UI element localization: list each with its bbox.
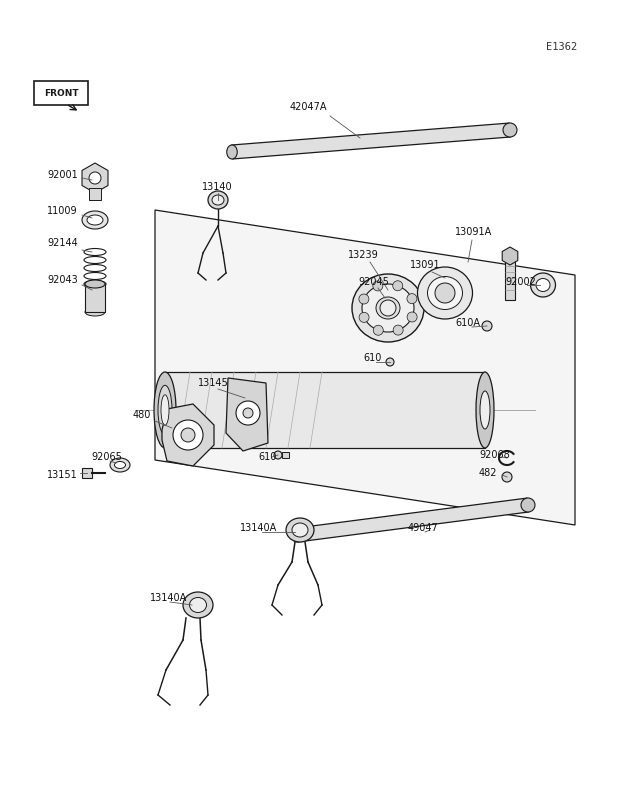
- Text: 610A: 610A: [455, 318, 480, 328]
- Ellipse shape: [154, 372, 176, 448]
- Ellipse shape: [531, 273, 556, 297]
- Circle shape: [274, 451, 282, 459]
- Ellipse shape: [190, 598, 206, 612]
- Text: eReplacementParts.com: eReplacementParts.com: [238, 385, 382, 398]
- Ellipse shape: [503, 123, 517, 137]
- Text: E1362: E1362: [546, 42, 578, 52]
- Polygon shape: [162, 404, 214, 466]
- Text: 610: 610: [363, 353, 381, 363]
- Polygon shape: [155, 210, 575, 525]
- Circle shape: [392, 281, 403, 291]
- Text: 13140: 13140: [202, 182, 232, 192]
- Ellipse shape: [428, 277, 463, 310]
- Ellipse shape: [158, 385, 172, 435]
- Ellipse shape: [286, 518, 314, 542]
- Ellipse shape: [85, 280, 105, 288]
- Polygon shape: [165, 372, 485, 448]
- Text: 480: 480: [133, 410, 151, 420]
- Text: 13140A: 13140A: [240, 523, 277, 533]
- Ellipse shape: [480, 391, 490, 429]
- FancyBboxPatch shape: [34, 81, 88, 105]
- Text: 13151: 13151: [47, 470, 78, 480]
- Ellipse shape: [208, 191, 228, 209]
- Circle shape: [359, 294, 369, 304]
- Circle shape: [373, 325, 383, 335]
- Circle shape: [373, 281, 383, 291]
- Ellipse shape: [362, 284, 414, 332]
- Ellipse shape: [110, 458, 130, 472]
- Text: 13091: 13091: [410, 260, 441, 270]
- Circle shape: [482, 321, 492, 331]
- Ellipse shape: [87, 215, 103, 225]
- Circle shape: [236, 401, 260, 425]
- Text: 49047: 49047: [408, 523, 439, 533]
- Ellipse shape: [521, 498, 535, 512]
- Circle shape: [407, 312, 417, 322]
- Ellipse shape: [536, 278, 550, 291]
- Circle shape: [243, 408, 253, 418]
- Circle shape: [173, 420, 203, 450]
- Circle shape: [435, 283, 455, 303]
- Ellipse shape: [292, 528, 303, 542]
- Polygon shape: [85, 284, 105, 312]
- Text: 92144: 92144: [47, 238, 78, 248]
- Ellipse shape: [417, 267, 472, 319]
- Ellipse shape: [183, 592, 213, 618]
- Ellipse shape: [292, 523, 308, 537]
- Text: 92065: 92065: [91, 452, 122, 462]
- Circle shape: [181, 428, 195, 442]
- Text: 13091A: 13091A: [455, 227, 492, 237]
- Text: 13140A: 13140A: [150, 593, 187, 603]
- Text: 92068: 92068: [479, 450, 510, 460]
- Circle shape: [380, 300, 396, 316]
- Ellipse shape: [115, 461, 125, 469]
- Circle shape: [407, 294, 417, 303]
- Text: 13239: 13239: [348, 250, 379, 260]
- Circle shape: [359, 312, 369, 323]
- Text: 92045: 92045: [358, 277, 389, 287]
- Polygon shape: [82, 468, 92, 478]
- Circle shape: [502, 472, 512, 482]
- Text: 92043: 92043: [47, 275, 78, 285]
- Ellipse shape: [476, 372, 494, 448]
- Text: FRONT: FRONT: [43, 88, 78, 97]
- Ellipse shape: [82, 211, 108, 229]
- Text: 92001: 92001: [47, 170, 78, 180]
- Text: 610: 610: [258, 452, 277, 462]
- Ellipse shape: [85, 308, 105, 316]
- Polygon shape: [505, 256, 515, 300]
- Polygon shape: [82, 163, 108, 193]
- Bar: [282, 452, 289, 458]
- Circle shape: [393, 325, 403, 335]
- Ellipse shape: [212, 195, 224, 205]
- Polygon shape: [296, 498, 529, 542]
- Text: 13145: 13145: [198, 378, 229, 388]
- Polygon shape: [226, 378, 268, 451]
- Polygon shape: [89, 188, 101, 200]
- Circle shape: [89, 172, 101, 184]
- Polygon shape: [502, 247, 518, 265]
- Text: 42047A: 42047A: [290, 102, 327, 112]
- Polygon shape: [231, 123, 510, 159]
- Ellipse shape: [227, 145, 237, 159]
- Ellipse shape: [352, 274, 424, 342]
- Text: 92002: 92002: [505, 277, 536, 287]
- Ellipse shape: [161, 395, 169, 425]
- Text: 11009: 11009: [47, 206, 78, 216]
- Circle shape: [386, 358, 394, 366]
- Ellipse shape: [376, 297, 400, 319]
- Text: 482: 482: [479, 468, 497, 478]
